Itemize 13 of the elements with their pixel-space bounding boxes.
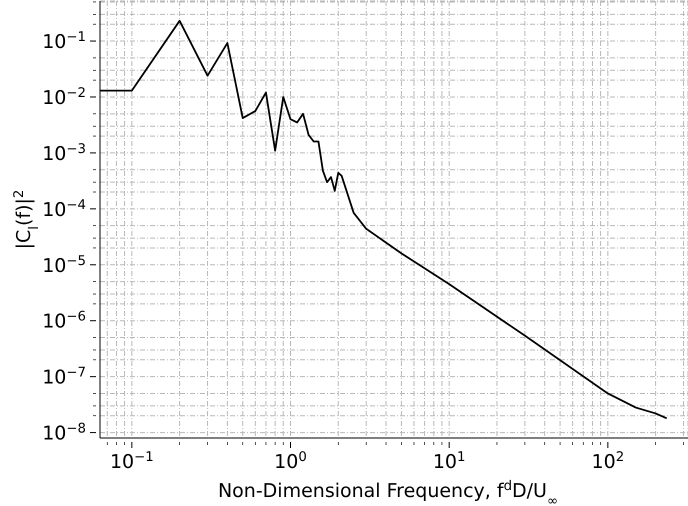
x-tick-label: 10$^{−1}$ — [110, 450, 154, 473]
y-tick-label: 10$^{−6}$ — [42, 309, 86, 333]
y-tick-label: 10$^{−1}$ — [42, 30, 86, 54]
x-tick-label: 10$^{0}$ — [274, 450, 307, 473]
y-tick-label: 10$^{−5}$ — [42, 253, 86, 277]
y-tick-label: 10$^{−3}$ — [42, 141, 86, 165]
x-tick-label: 10$^{2}$ — [592, 450, 624, 473]
y-tick-label: 10$^{−7}$ — [42, 365, 86, 389]
y-tick-label: 10$^{−4}$ — [42, 197, 86, 221]
x-axis-title: Non-Dimensional Frequency, f$^{d}$D/U$_{∞}$ — [218, 478, 558, 506]
y-tick-label: 10$^{−8}$ — [42, 421, 86, 445]
x-tick-label: 10$^{1}$ — [432, 450, 466, 473]
y-tick-label: 10$^{−2}$ — [42, 85, 86, 109]
